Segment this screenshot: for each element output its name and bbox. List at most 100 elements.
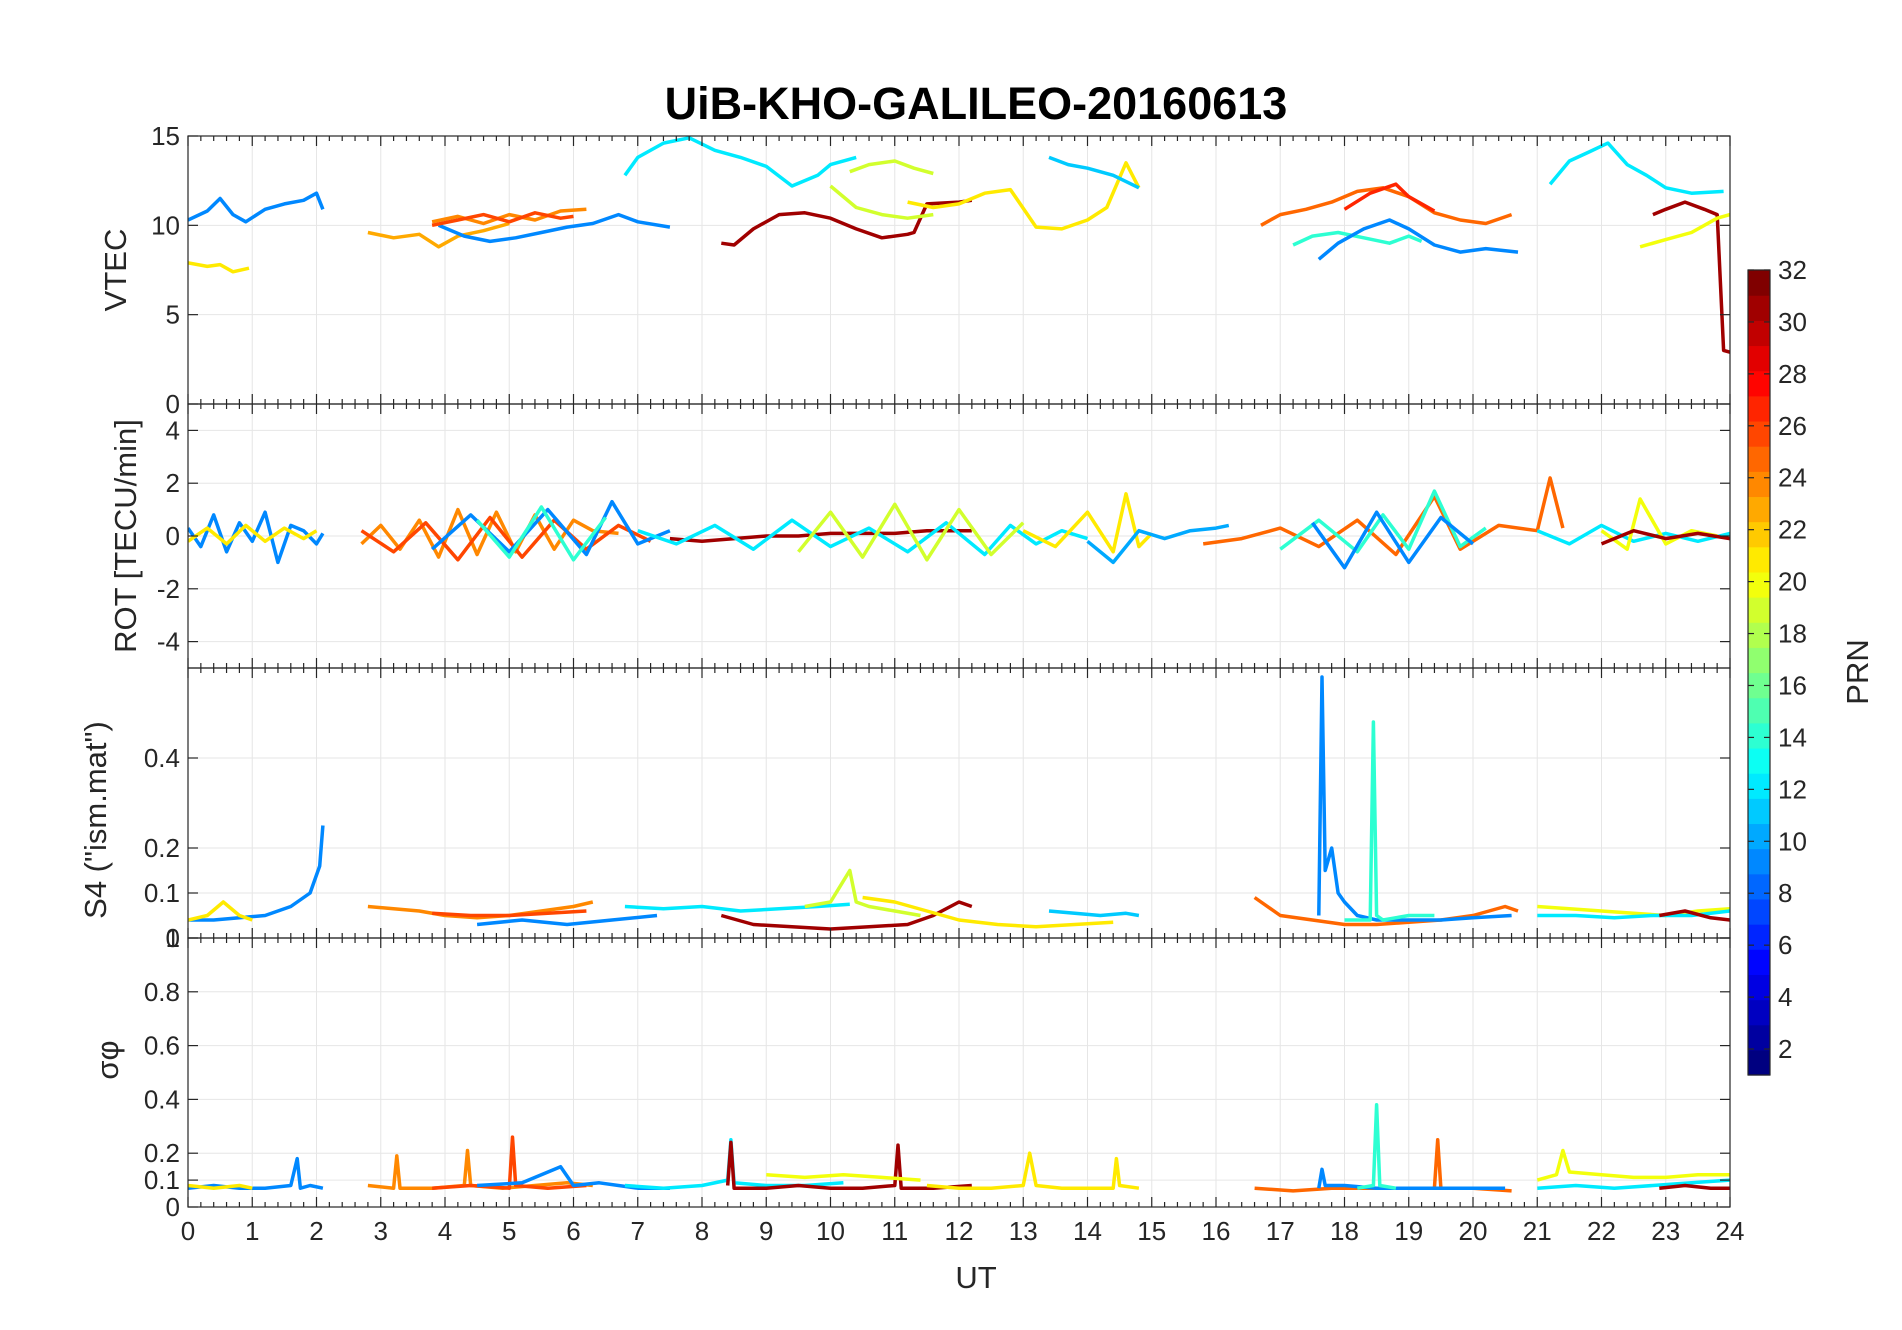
- colorbar-tick-label: 12: [1778, 774, 1807, 804]
- x-tick-label: 4: [438, 1216, 452, 1246]
- series-line-prn-19: [829, 184, 934, 220]
- y-tick-label: 0.1: [144, 878, 180, 908]
- series-line-prn-20: [766, 1172, 921, 1182]
- x-tick-label: 21: [1523, 1216, 1552, 1246]
- colorbar-swatch: [1748, 571, 1770, 598]
- series-line-prn-14: [1292, 230, 1423, 247]
- series-group: [188, 1103, 1730, 1193]
- series-group: [188, 136, 1730, 354]
- colorbar-tick-label: 28: [1778, 359, 1807, 389]
- colorbar-tick-label: 10: [1778, 826, 1807, 856]
- x-tick-label: 3: [374, 1216, 388, 1246]
- series-line-prn-23: [367, 221, 510, 249]
- x-tick-label: 18: [1330, 1216, 1359, 1246]
- colorbar-swatch: [1748, 370, 1770, 397]
- colorbar-swatch: [1748, 747, 1770, 774]
- colorbar-frame: [1747, 269, 1771, 1076]
- y-tick-label: 0.2: [144, 833, 180, 863]
- y-tick-label: 0: [166, 1192, 180, 1222]
- x-tick-label: 15: [1137, 1216, 1166, 1246]
- colorbar-swatch: [1748, 622, 1770, 648]
- colorbar-swatch: [1748, 823, 1770, 850]
- x-tick-label: 9: [759, 1216, 773, 1246]
- series-line-prn-9: [188, 510, 325, 565]
- series-group: [188, 675, 1730, 931]
- colorbar-swatch: [1748, 798, 1770, 825]
- x-tick-label: 14: [1073, 1216, 1102, 1246]
- series-line-prn-21: [926, 1151, 1140, 1190]
- colorbar-tick-label: 26: [1778, 411, 1807, 441]
- colorbar-swatch: [1748, 446, 1770, 472]
- x-axis-label: UT: [955, 1260, 996, 1295]
- series-line-prn-19: [797, 502, 1025, 562]
- x-tick-label: 16: [1202, 1216, 1231, 1246]
- x-tick-label: 23: [1651, 1216, 1680, 1246]
- colorbar-swatch: [1748, 924, 1770, 950]
- y-axis-label: VTEC: [98, 229, 133, 312]
- series-line-prn-24: [431, 207, 587, 226]
- y-tick-label: 1: [166, 923, 180, 953]
- colorbar-tick-label: 30: [1778, 307, 1807, 337]
- colorbar-tick-label: 14: [1778, 722, 1807, 752]
- series-line-prn-11: [1048, 155, 1140, 190]
- colorbar-tick-label: 32: [1778, 255, 1807, 285]
- colorbar-swatch: [1748, 873, 1770, 900]
- colorbar-swatch: [1748, 597, 1770, 623]
- series-line-prn-21: [188, 261, 250, 274]
- series-line-prn-9: [188, 1156, 324, 1190]
- y-tick-label: 10: [151, 210, 180, 240]
- colorbar-swatch: [1748, 898, 1770, 925]
- colorbar-tick-label: 18: [1778, 619, 1807, 649]
- colorbar-swatch: [1748, 395, 1770, 422]
- x-tick-label: 7: [631, 1216, 645, 1246]
- colorbar-tick-label: 2: [1778, 1034, 1792, 1064]
- series-line-prn-31: [721, 198, 973, 247]
- series-line-prn-25: [1253, 896, 1519, 927]
- series-line-prn-20: [1536, 1148, 1730, 1182]
- series-line-prn-9: [476, 1164, 670, 1190]
- colorbar-swatch: [1748, 345, 1770, 372]
- series-line-prn-25: [1202, 476, 1565, 557]
- series-line-prn-21: [862, 895, 1114, 929]
- series-line-prn-31: [1600, 528, 1730, 546]
- colorbar-swatch: [1748, 546, 1770, 573]
- series-line-prn-27: [1343, 182, 1436, 213]
- series-line-prn-20: [1639, 212, 1730, 249]
- colorbar-swatch: [1748, 974, 1770, 1001]
- x-tick-label: 6: [566, 1216, 580, 1246]
- series-line-prn-12: [1548, 141, 1724, 195]
- colorbar-swatch: [1748, 320, 1770, 347]
- panel-0: 0 5 10 15 VTEC: [98, 121, 1731, 419]
- series-line-prn-14: [1357, 1103, 1397, 1190]
- series-line-prn-31: [1652, 200, 1730, 354]
- series-line-prn-21: [1022, 492, 1154, 554]
- series-line-prn-14: [1279, 489, 1487, 554]
- series-line-prn-26: [360, 515, 652, 562]
- colorbar-label: PRN: [1840, 639, 1875, 704]
- x-tick-label: 0: [181, 1216, 195, 1246]
- y-tick-label: 0.1: [144, 1165, 180, 1195]
- y-tick-label: 0.6: [144, 1031, 180, 1061]
- series-line-prn-20: [1537, 904, 1730, 918]
- series-line-prn-12: [1537, 1178, 1730, 1190]
- x-tick-label: 11: [881, 1216, 908, 1246]
- x-tick-label: 2: [309, 1216, 323, 1246]
- y-tick-label: 0.8: [144, 977, 180, 1007]
- series-line-prn-26: [431, 211, 574, 228]
- series-line-prn-31: [725, 1140, 972, 1190]
- series-line-prn-9: [1317, 218, 1519, 261]
- y-tick-label: 15: [151, 121, 180, 151]
- series-line-prn-21: [907, 161, 1141, 231]
- series-line-prn-9: [476, 913, 658, 927]
- series-line-prn-9: [188, 191, 325, 224]
- y-tick-label: 2: [166, 468, 180, 498]
- series-line-prn-12: [1536, 523, 1730, 546]
- series-line-prn-31: [720, 900, 973, 931]
- series-line-prn-21: [188, 1183, 253, 1190]
- series-line-prn-10: [1086, 523, 1230, 565]
- colorbar-swatch: [1748, 420, 1770, 447]
- colorbar-swatch: [1748, 848, 1770, 875]
